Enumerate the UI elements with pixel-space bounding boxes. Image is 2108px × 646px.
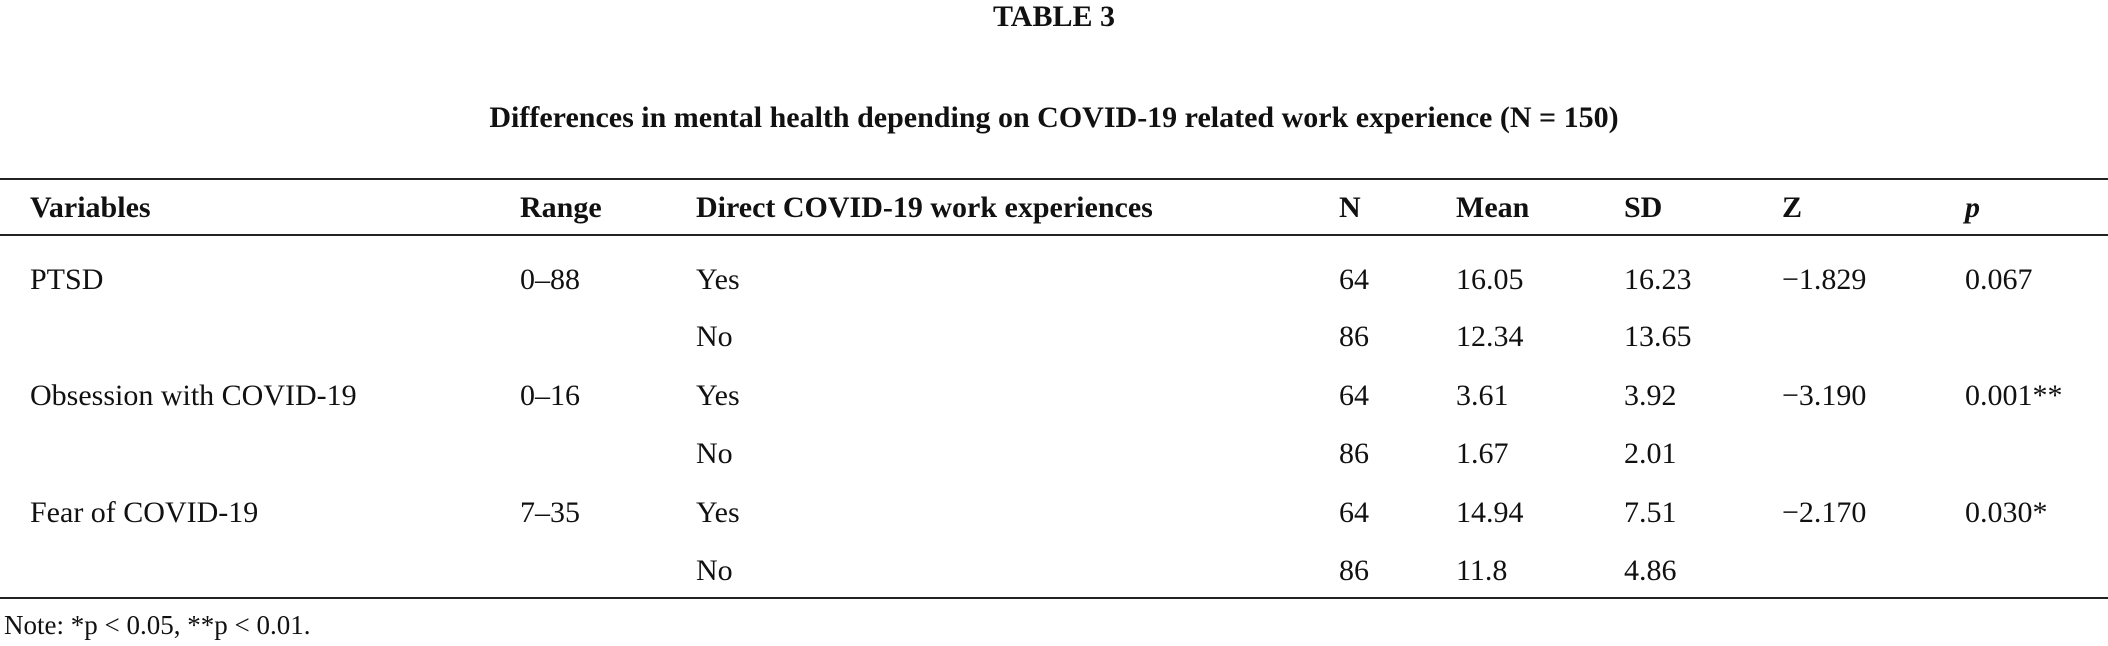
table-caption: Differences in mental health depending o… — [489, 101, 1619, 134]
experience: No — [696, 437, 733, 470]
sd-value: 3.92 — [1624, 379, 1677, 412]
n-value: 86 — [1339, 320, 1369, 353]
experience: Yes — [696, 263, 740, 296]
mean-value: 12.34 — [1456, 320, 1524, 353]
sd-value: 2.01 — [1624, 437, 1677, 470]
column-header: N — [1339, 191, 1361, 224]
column-header: Mean — [1456, 191, 1530, 224]
column-header: Direct COVID-19 work experiences — [696, 191, 1153, 224]
range: 7–35 — [520, 496, 580, 529]
mean-value: 11.8 — [1456, 554, 1508, 587]
z-value: −3.190 — [1782, 379, 1867, 412]
range: 0–16 — [520, 379, 580, 412]
header-rule — [0, 234, 2108, 236]
n-value: 86 — [1339, 437, 1369, 470]
column-header: Range — [520, 191, 602, 224]
table-label: TABLE 3 — [993, 0, 1115, 33]
variable-name: Obsession with COVID-19 — [30, 379, 357, 412]
n-value: 64 — [1339, 496, 1369, 529]
n-value: 86 — [1339, 554, 1369, 587]
sd-value: 13.65 — [1624, 320, 1692, 353]
column-header: Variables — [30, 191, 151, 224]
experience: No — [696, 320, 733, 353]
z-value: −2.170 — [1782, 496, 1867, 529]
variable-name: Fear of COVID-19 — [30, 496, 259, 529]
experience: No — [696, 554, 733, 587]
experience: Yes — [696, 379, 740, 412]
experience: Yes — [696, 496, 740, 529]
z-value: −1.829 — [1782, 263, 1867, 296]
range: 0–88 — [520, 263, 580, 296]
mean-value: 14.94 — [1456, 496, 1524, 529]
sd-value: 16.23 — [1624, 263, 1692, 296]
n-value: 64 — [1339, 263, 1369, 296]
sd-value: 7.51 — [1624, 496, 1677, 529]
sd-value: 4.86 — [1624, 554, 1677, 587]
p-value: 0.030* — [1965, 496, 2048, 529]
mean-value: 3.61 — [1456, 379, 1509, 412]
bottom-rule — [0, 597, 2108, 599]
p-value: 0.001** — [1965, 379, 2063, 412]
column-header: Z — [1782, 191, 1803, 224]
mean-value: 16.05 — [1456, 263, 1524, 296]
variable-name: PTSD — [30, 263, 104, 296]
table-note: Note: *p < 0.05, **p < 0.01. — [4, 610, 311, 640]
mean-value: 1.67 — [1456, 437, 1509, 470]
column-header: p — [1965, 191, 1980, 224]
column-header: SD — [1624, 191, 1663, 224]
p-value: 0.067 — [1965, 263, 2033, 296]
n-value: 64 — [1339, 379, 1369, 412]
top-rule — [0, 178, 2108, 180]
